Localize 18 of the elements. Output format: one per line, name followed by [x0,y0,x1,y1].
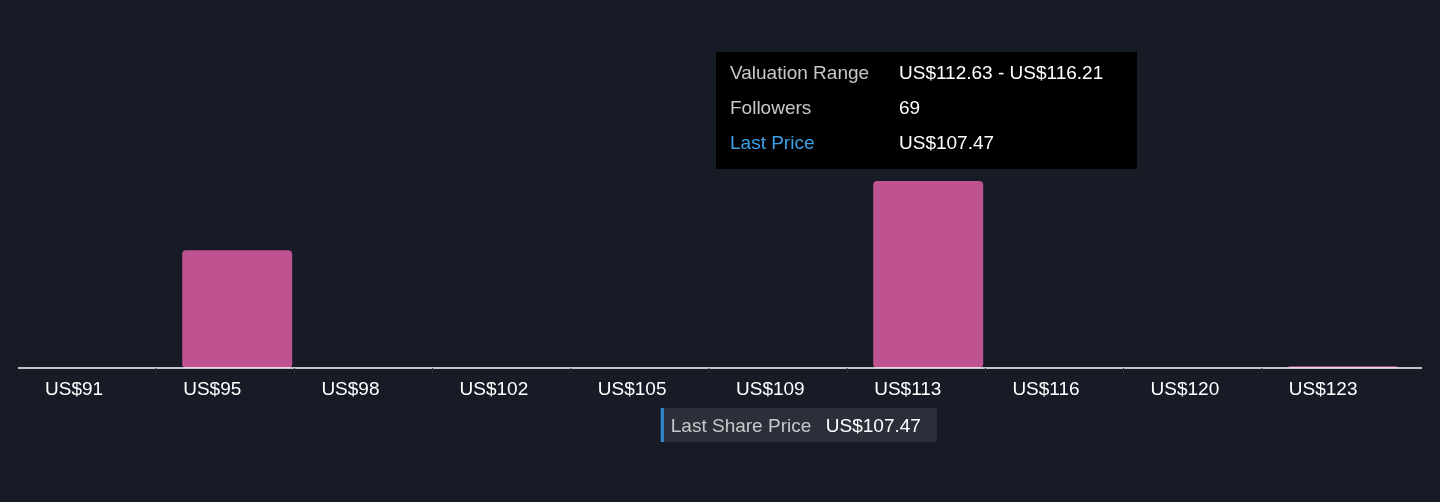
text: US$112.63 - US$116.21 [899,62,1104,83]
x-tick-label: US$91 [45,378,104,399]
x-tick-label: US$120 [1150,378,1220,399]
x-tick-label: US$113 [874,378,942,399]
x-tick-label: US$102 [459,378,529,399]
x-tick-label: US$123 [1288,378,1358,399]
x-tick-label: US$109 [736,378,805,399]
text: Followers [730,97,812,118]
text: US$107.47 [825,415,921,436]
text: Last Share Price [670,415,812,436]
x-tick-label: US$116 [1012,378,1080,399]
x-tick-label: US$95 [183,378,242,399]
text: Last Price [730,132,815,153]
x-tick-label: US$105 [597,378,667,399]
x-tick-label: US$98 [321,378,380,399]
text: Valuation Range [730,62,870,83]
text: US$107.47 [899,132,995,153]
text: 69 [899,97,921,118]
